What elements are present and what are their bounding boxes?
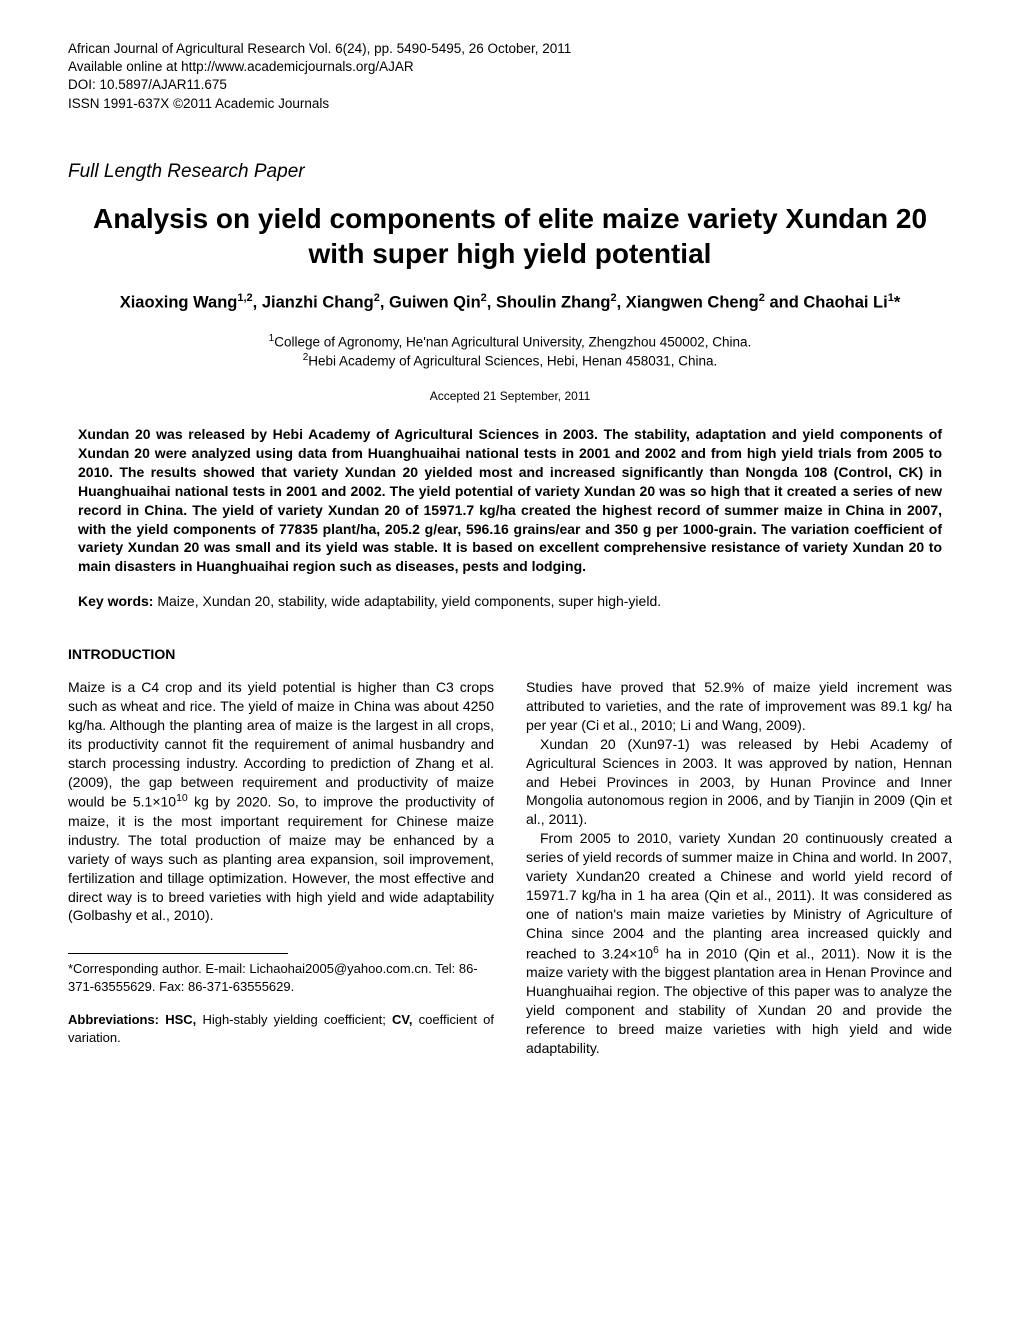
journal-issn: ISSN 1991-637X ©2011 Academic Journals <box>68 95 952 113</box>
affiliations: 1College of Agronomy, He'nan Agricultura… <box>68 332 952 371</box>
abbreviations: Abbreviations: HSC, High-stably yielding… <box>68 1011 494 1046</box>
accepted-date: Accepted 21 September, 2011 <box>68 389 952 403</box>
authors-list: Xiaoxing Wang1,2, Jianzhi Chang2, Guiwen… <box>68 291 952 314</box>
journal-header: African Journal of Agricultural Research… <box>68 40 952 113</box>
introduction-heading: INTRODUCTION <box>68 646 952 662</box>
paper-type-label: Full Length Research Paper <box>68 161 952 183</box>
keywords: Key words: Maize, Xundan 20, stability, … <box>68 592 952 611</box>
keywords-text: Maize, Xundan 20, stability, wide adapta… <box>153 593 661 609</box>
abstract-text: Xundan 20 was released by Hebi Academy o… <box>68 425 952 576</box>
column-left: Maize is a C4 crop and its yield potenti… <box>68 678 494 1057</box>
intro-paragraph-1: Maize is a C4 crop and its yield potenti… <box>68 678 494 925</box>
body-columns: Maize is a C4 crop and its yield potenti… <box>68 678 952 1057</box>
column-right: Studies have proved that 52.9% of maize … <box>526 678 952 1057</box>
intro-paragraph-4: From 2005 to 2010, variety Xundan 20 con… <box>526 829 952 1057</box>
journal-url: Available online at http://www.academicj… <box>68 58 952 76</box>
intro-paragraph-3: Xundan 20 (Xun97-1) was released by Hebi… <box>526 735 952 829</box>
intro-paragraph-2: Studies have proved that 52.9% of maize … <box>526 678 952 735</box>
journal-doi: DOI: 10.5897/AJAR11.675 <box>68 76 952 94</box>
journal-citation: African Journal of Agricultural Research… <box>68 40 952 58</box>
footnote-divider <box>68 953 288 954</box>
keywords-label: Key words: <box>78 593 153 609</box>
paper-title: Analysis on yield components of elite ma… <box>68 201 952 271</box>
corresponding-author-footnote: *Corresponding author. E-mail: Lichaohai… <box>68 960 494 995</box>
